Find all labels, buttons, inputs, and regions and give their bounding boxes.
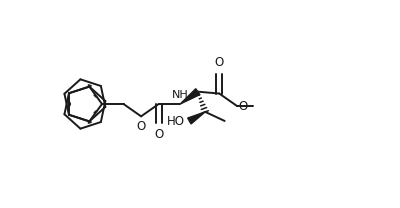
Text: O: O	[215, 56, 224, 69]
Polygon shape	[180, 89, 200, 104]
Text: NH: NH	[172, 90, 188, 100]
Text: O: O	[136, 120, 146, 133]
Text: O: O	[154, 128, 163, 141]
Text: O: O	[239, 100, 248, 113]
Polygon shape	[188, 112, 205, 124]
Text: HO: HO	[167, 115, 185, 128]
